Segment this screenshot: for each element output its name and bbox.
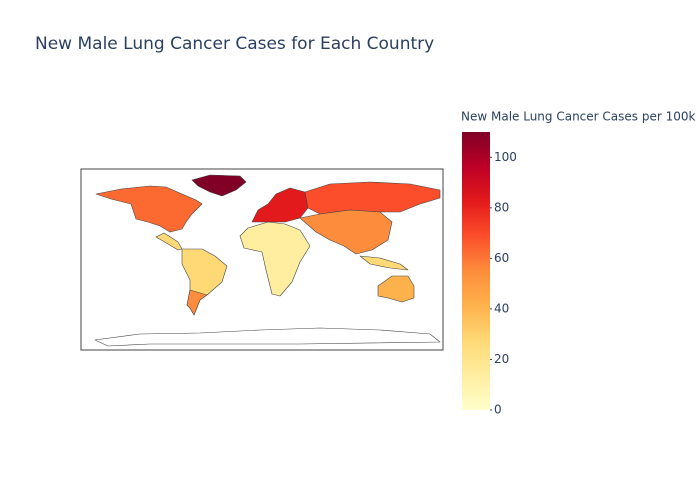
colorbar: [462, 132, 490, 410]
colorbar-tick-label: 100: [494, 150, 517, 164]
colorbar-title: New Male Lung Cancer Cases per 100k: [461, 110, 695, 124]
africa: [239, 221, 311, 297]
central-america: [155, 232, 183, 251]
colorbar-tick-label: 40: [494, 301, 509, 315]
colorbar-tick-label: 60: [494, 251, 509, 265]
colorbar-tick-label: 80: [494, 200, 509, 214]
southern-cone: [186, 289, 208, 316]
southeast-asia: [359, 255, 409, 271]
greenland: [191, 174, 247, 197]
colorbar-tick-label: 0: [494, 403, 502, 417]
map: [80, 168, 444, 351]
asia: [299, 209, 393, 255]
australia: [377, 275, 415, 303]
chart-title: New Male Lung Cancer Cases for Each Coun…: [35, 34, 434, 54]
antarctica: [94, 327, 441, 347]
north-america: [95, 185, 203, 233]
colorbar-tick-label: 20: [494, 352, 509, 366]
